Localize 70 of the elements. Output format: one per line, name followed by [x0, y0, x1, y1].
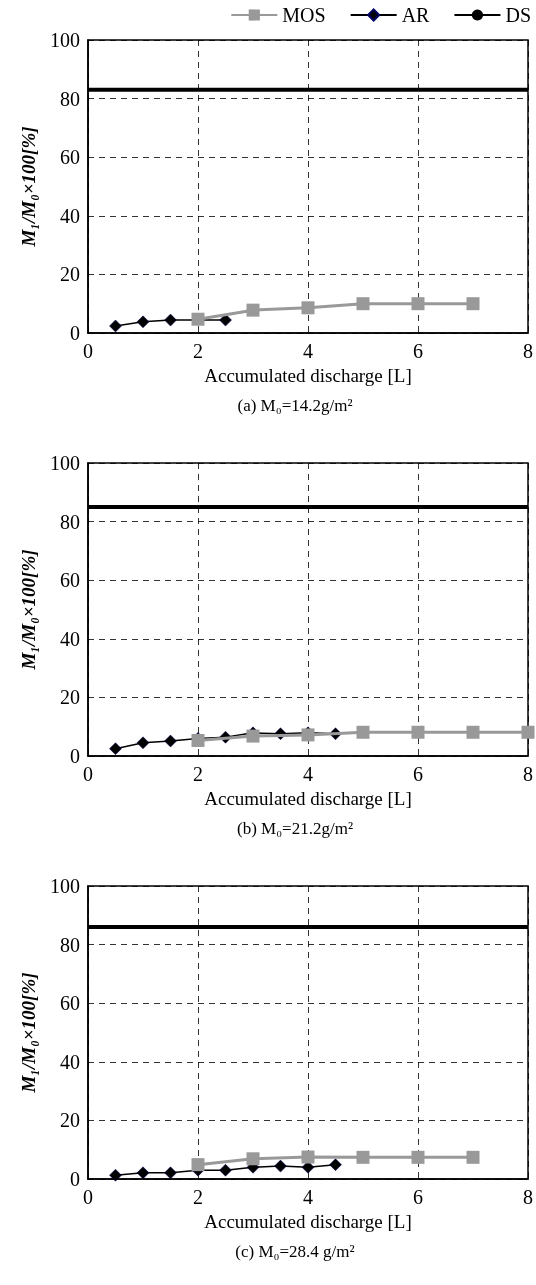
point [109, 1168, 122, 1182]
y-tick-label: 100 [50, 875, 80, 897]
y-tick-label: 20 [60, 686, 80, 709]
y-tick-label: 100 [50, 452, 80, 474]
point [329, 1158, 342, 1171]
y-tick-label: 60 [60, 146, 80, 169]
y-tick-label: 80 [60, 510, 80, 533]
x-tick-label: 2 [193, 1186, 203, 1208]
x-tick-label: 4 [303, 340, 313, 362]
x-tick-label: 6 [413, 340, 423, 362]
y-tick-label: 40 [60, 204, 80, 227]
y-axis-title: M₁/M₀×100[%] [18, 549, 39, 671]
x-tick-label: 4 [303, 763, 313, 785]
y-tick-label: 40 [60, 627, 80, 650]
point [466, 725, 480, 739]
legend-label: DS [505, 4, 532, 26]
y-axis-title: M₁/M₀×100[%] [18, 972, 39, 1094]
point [466, 1150, 480, 1164]
y-tick-label: 20 [60, 1109, 80, 1132]
y-tick-label: 60 [60, 569, 80, 592]
x-tick-label: 2 [193, 763, 203, 785]
y-tick-label: 0 [70, 322, 80, 344]
point [191, 312, 205, 326]
y-tick-label: 60 [60, 992, 80, 1015]
y-tick-label: 20 [60, 263, 80, 286]
point [301, 301, 315, 315]
point [356, 725, 370, 739]
y-tick-label: 0 [70, 1168, 80, 1190]
point [109, 742, 122, 755]
y-tick-label: 100 [50, 29, 80, 51]
point [136, 1166, 150, 1180]
y-tick-label: 80 [60, 87, 80, 110]
point [191, 1158, 205, 1172]
text: (b) M₀=21.2g/m² [237, 819, 353, 838]
point [164, 313, 177, 327]
legend-label: AR [401, 4, 431, 26]
point [109, 319, 122, 333]
point [411, 725, 425, 739]
y-axis-title: M₁/M₀×100[%] [18, 126, 39, 248]
text: (a) M₀=14.2g/m² [237, 396, 353, 415]
y-tick-label: 80 [60, 933, 80, 956]
x-tick-label: 8 [523, 763, 533, 785]
point [164, 734, 177, 748]
y-tick-label: 0 [70, 745, 80, 767]
point [356, 297, 370, 311]
point [466, 297, 480, 311]
x-tick-label: 6 [413, 763, 423, 785]
y-tick-label: 40 [60, 1050, 80, 1073]
point [274, 1159, 287, 1173]
point [356, 1150, 370, 1164]
point [521, 725, 535, 739]
x-tick-label: 4 [303, 1186, 313, 1208]
point [411, 297, 425, 311]
point [411, 1150, 425, 1164]
x-axis-title: Accumulated discharge [L] [204, 1210, 412, 1232]
point [136, 736, 150, 750]
x-axis-title: Accumulated discharge [L] [204, 787, 412, 809]
x-axis-title: Accumulated discharge [L] [204, 364, 412, 386]
x-tick-label: 8 [523, 340, 533, 362]
point [136, 315, 150, 329]
point [301, 1150, 315, 1164]
text: (c) M₀=28.4 g/m² [235, 1242, 355, 1261]
x-tick-label: 6 [413, 1186, 423, 1208]
x-tick-label: 8 [523, 1186, 533, 1208]
point [246, 1152, 260, 1166]
point [246, 303, 260, 317]
x-tick-label: 2 [193, 340, 203, 362]
point [164, 1166, 177, 1180]
point [219, 1163, 232, 1177]
legend-label: MOS [282, 4, 326, 26]
